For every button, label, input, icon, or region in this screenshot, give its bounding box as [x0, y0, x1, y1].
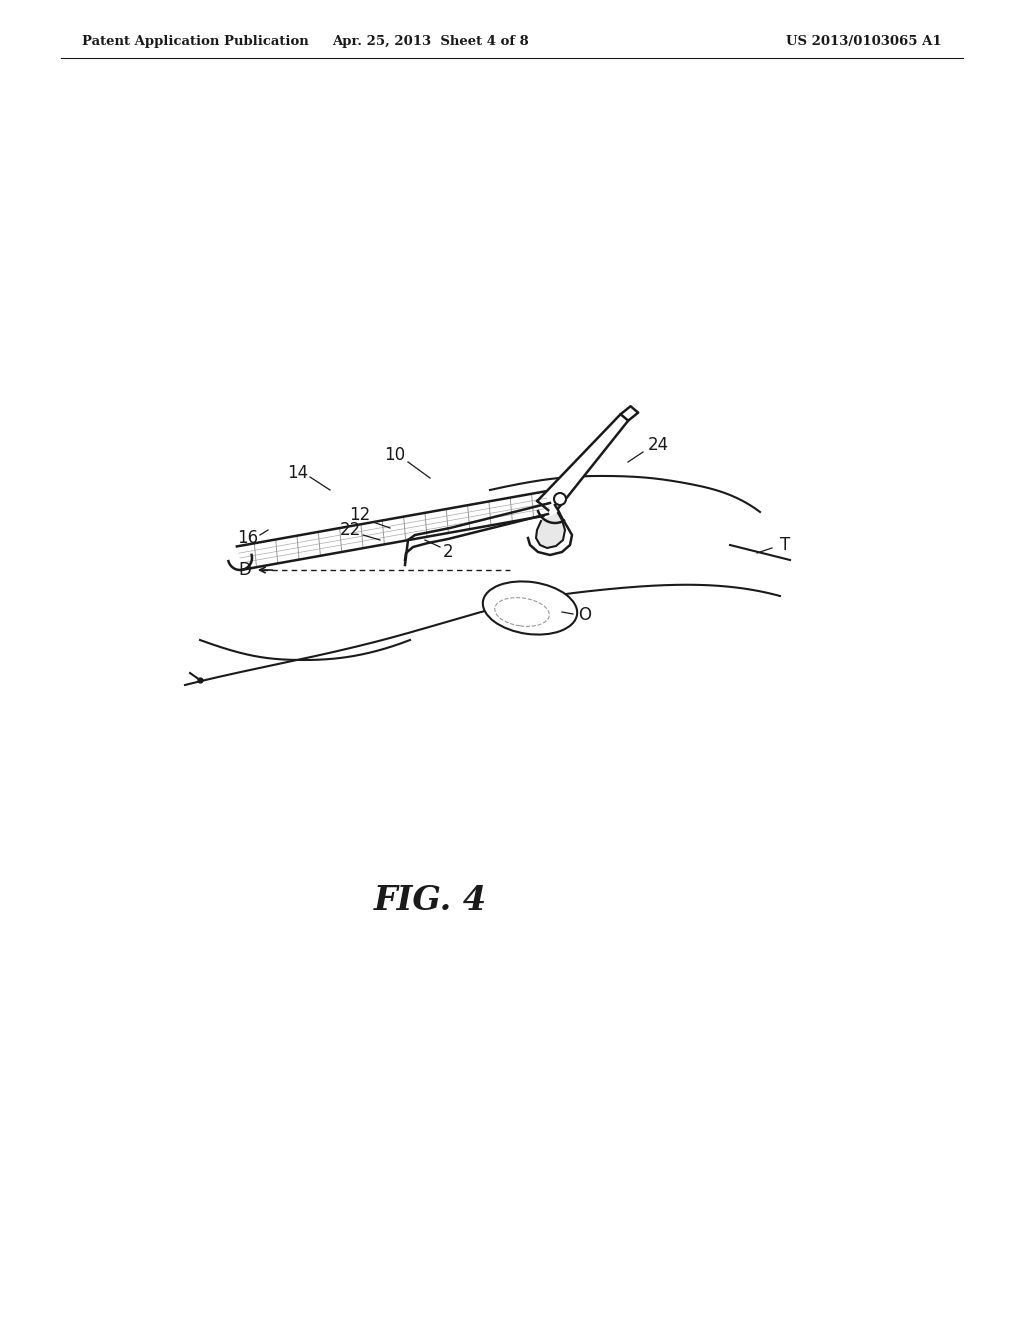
Polygon shape: [536, 513, 565, 548]
Text: US 2013/0103065 A1: US 2013/0103065 A1: [786, 36, 942, 49]
Polygon shape: [406, 503, 550, 560]
Text: 22: 22: [339, 521, 360, 539]
Polygon shape: [228, 546, 252, 570]
Polygon shape: [538, 414, 628, 515]
Text: 14: 14: [288, 465, 308, 482]
Text: 2: 2: [442, 543, 454, 561]
Text: FIG. 4: FIG. 4: [374, 883, 486, 916]
Text: Apr. 25, 2013  Sheet 4 of 8: Apr. 25, 2013 Sheet 4 of 8: [332, 36, 528, 49]
Text: T: T: [780, 536, 791, 554]
Circle shape: [554, 492, 566, 506]
Text: 12: 12: [349, 506, 371, 524]
Ellipse shape: [483, 581, 578, 635]
Polygon shape: [621, 407, 638, 421]
Polygon shape: [237, 491, 551, 570]
Text: 16: 16: [238, 529, 259, 546]
Text: D: D: [239, 561, 252, 579]
Polygon shape: [528, 506, 572, 554]
Text: Patent Application Publication: Patent Application Publication: [82, 36, 308, 49]
Text: 24: 24: [647, 436, 669, 454]
Text: O: O: [579, 606, 592, 624]
Text: 10: 10: [384, 446, 406, 465]
